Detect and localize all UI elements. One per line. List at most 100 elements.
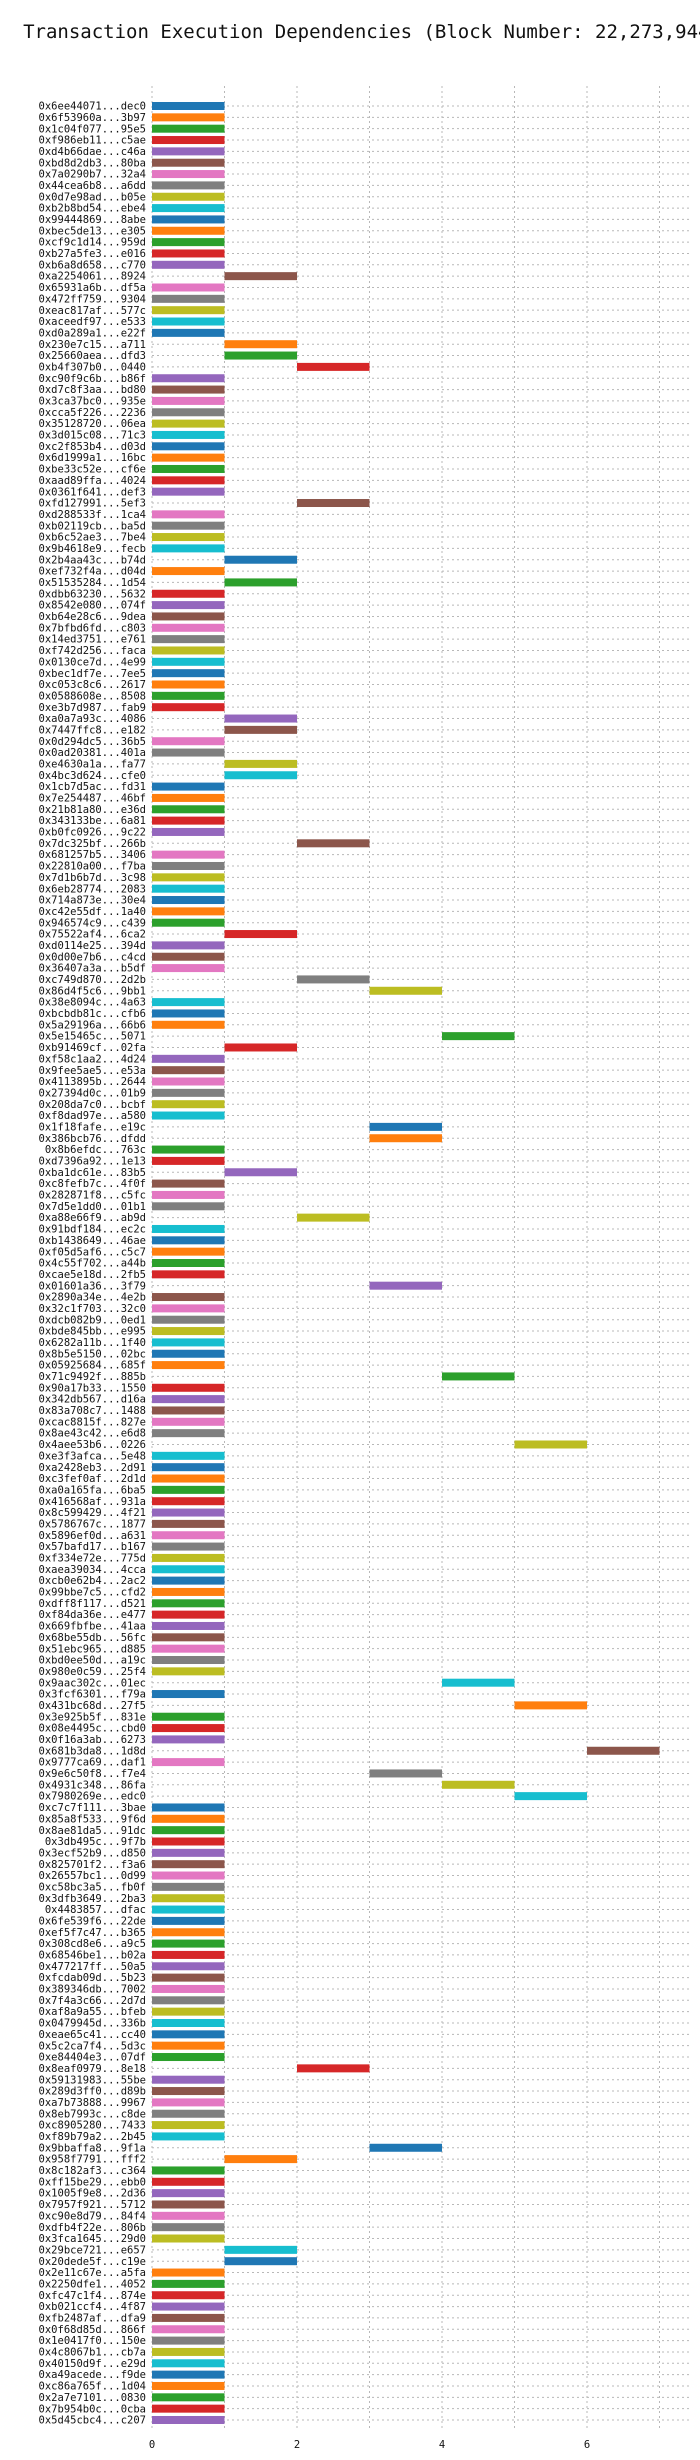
transaction-label: 0x01601a36...3f79 [39,1280,146,1292]
transaction-label: 0x3fcf6301...f79a [39,1689,146,1701]
transaction-label: 0xfc47c1f4...874e [39,2290,146,2302]
transaction-label: 0x681257b5...3406 [39,849,146,861]
transaction-label: 0x8eb7993c...c8de [39,2108,146,2120]
transaction-label: 0xc2f853b4...d03d [39,441,146,453]
transaction-bar [224,771,297,780]
transaction-label: 0x980e0c59...25f4 [39,1666,146,1678]
transaction-label: 0x7e254487...46bf [39,793,146,805]
transaction-label: 0x22810a00...f7ba [39,861,146,873]
transaction-label: 0x5e15465c...5071 [39,1031,146,1043]
transaction-bar [152,2279,225,2288]
transaction-bar [152,249,225,258]
transaction-label: 0x472ff759...9304 [39,293,146,305]
transaction-bar [152,646,225,655]
transaction-label: 0xe4630a1a...fa77 [39,759,146,771]
transaction-label: 0xe3f3afca...5e48 [39,1450,146,1462]
transaction-bar [152,2404,225,2413]
transaction-bar [152,748,225,757]
transaction-bar [152,442,225,451]
transaction-label: 0xef5f7c47...b365 [39,1927,146,1939]
transaction-bar [224,714,297,723]
transaction-bar [152,1009,225,1018]
transaction-label: 0xb91469cf...02fa [39,1042,146,1054]
transaction-label: 0x4aee53b6...0226 [39,1439,146,1451]
transaction-label: 0x4483857...dfac [45,1904,146,1916]
transaction-label: 0x68546be1...b02a [39,1950,146,1962]
transaction-label: 0x1e0417f0...150e [39,2335,146,2347]
transaction-label: 0x342db567...d16a [39,1394,146,1406]
transaction-bar [152,601,225,610]
transaction-label: 0x669fbfbe...41aa [39,1621,146,1633]
transaction-bar [152,1145,225,1154]
transaction-label: 0xbd0ee50d...a19c [39,1655,146,1667]
transaction-bar [152,1587,225,1596]
transaction-bar [152,544,225,553]
transaction-bar [297,839,370,848]
transaction-label: 0x825701f2...f3a6 [39,1859,146,1871]
transaction-label: 0x9b4618e9...fecb [39,543,146,555]
transaction-bar [152,589,225,598]
transaction-bar [152,1939,225,1948]
transaction-label: 0x3ca37bc0...935e [39,396,146,408]
transaction-bar [152,1236,225,1245]
transaction-bar [152,1950,225,1959]
transaction-bar [442,1678,515,1687]
transaction-label: 0x8ae81da5...91dc [39,1825,146,1837]
transaction-label: 0x0f68d85d...866f [39,2324,146,2336]
transaction-bar [152,1576,225,1585]
transaction-bar [152,1894,225,1903]
transaction-bar [152,374,225,383]
transaction-label: 0x714a873e...30e4 [39,895,146,907]
transaction-label: 0xb0fc0926...9c22 [39,827,146,839]
transaction-label: 0xeae65c41...cc40 [39,2029,146,2041]
transaction-label: 0x85a8f533...9f6d [39,1813,146,1825]
transaction-bar [152,1599,225,1608]
transaction-label: 0x91bdf184...ec2c [39,1224,146,1236]
transaction-label: 0x3dfb3649...2ba3 [39,1893,146,1905]
transaction-bar [152,2223,225,2232]
transaction-label: 0xcca5f226...2236 [39,407,146,419]
transaction-label: 0xff15be29...ebb0 [39,2176,146,2188]
transaction-label: 0xdff8f117...d521 [39,1598,146,1610]
transaction-bar [152,2268,225,2277]
transaction-label: 0x20dede5f...c19e [39,2256,146,2268]
transaction-bar [152,703,225,712]
transaction-bar [442,1032,515,1041]
transaction-label: 0x230e7c15...a711 [39,339,146,351]
grid-layer [151,86,692,2430]
transaction-label: 0xa0a7a93c...4086 [39,713,146,725]
transaction-bar [152,2313,225,2322]
transaction-bar [152,2189,225,2198]
transaction-bar [224,2155,297,2164]
transaction-bar [152,328,225,337]
transaction-bar [297,2064,370,2073]
transaction-bar [152,1758,225,1767]
transaction-label: 0xa7b73888...9967 [39,2097,146,2109]
transaction-bar [152,1485,225,1494]
transaction-label: 0x7a0290b7...32a4 [39,169,146,181]
transaction-label: 0xaea39034...4cca [39,1564,146,1576]
transaction-label: 0x2a7e7101...0830 [39,2392,146,2404]
transaction-label: 0xd0114e25...394d [39,940,146,952]
transaction-label: 0x14ed3751...e761 [39,634,146,646]
transaction-label: 0x343133be...6a81 [39,815,146,827]
transaction-bar [152,782,225,791]
transaction-bar [152,2381,225,2390]
transaction-bar [152,816,225,825]
transaction-label: 0xeac817af...577c [39,305,146,317]
transaction-bar [369,986,442,995]
transaction-bar [152,464,225,473]
transaction-label: 0xf05d5af6...c5c7 [39,1246,146,1258]
transaction-bar [152,1690,225,1699]
transaction-bar [152,2393,225,2402]
transaction-bar [152,907,225,916]
transaction-bar [152,884,225,893]
transaction-bar [152,1395,225,1404]
transaction-label: 0x38e8094c...4a63 [39,997,146,1009]
transaction-bar [587,1746,660,1755]
transaction-bar [152,1270,225,1279]
transaction-bar [514,1792,587,1801]
transaction-label: 0x6d1999a1...16bc [39,452,146,464]
transaction-label: 0x0130ce7d...4e99 [39,656,146,668]
transaction-label: 0x40150d9f...e29d [39,2358,146,2370]
